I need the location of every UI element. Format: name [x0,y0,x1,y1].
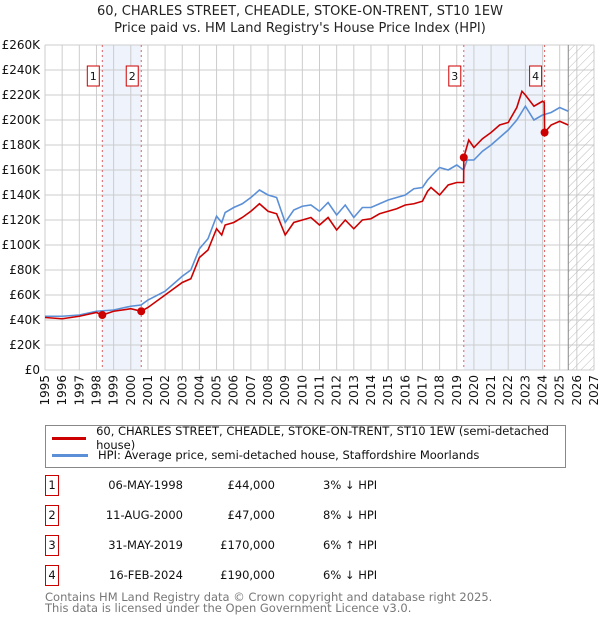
sale-number-badge: 4 [45,565,59,586]
x-tick-label: 2000 [124,375,138,406]
legend: 60, CHARLES STREET, CHEADLE, STOKE-ON-TR… [45,424,566,468]
x-tick-label: 2006 [227,375,241,406]
x-tick-label: 2019 [450,375,464,406]
legend-label-hpi: HPI: Average price, semi-detached house,… [98,448,480,462]
sale-point-2 [137,307,146,316]
y-tick-label: £160K [2,163,42,177]
x-tick-label: 2020 [467,375,481,406]
x-tick-label: 2014 [364,375,378,406]
y-tick-label: £140K [2,188,42,202]
sale-price: £190,000 [220,568,275,582]
x-tick-label: 2005 [210,375,224,406]
sale-price: £47,000 [227,508,275,522]
y-tick-label: £100K [2,238,42,252]
sale-label-box [529,65,543,87]
sale-hpi-diff: 8% ↓ HPI [323,508,378,522]
legend-swatch-property [52,436,87,440]
chart-title: 60, CHARLES STREET, CHEADLE, STOKE-ON-TR… [97,4,503,19]
x-tick-label: 2027 [587,375,600,406]
x-tick-label: 1999 [107,375,121,406]
x-tick-label: 1998 [89,375,103,406]
x-tick-label: 2011 [313,375,327,406]
x-tick-label: 2024 [536,375,550,406]
x-tick-label: 2013 [347,375,361,406]
sale-label-box [86,65,100,87]
x-tick-label: 2018 [433,375,447,406]
sale-label-4: 4 [529,65,543,87]
sale-price: £170,000 [220,538,275,552]
y-tick-label: £40K [9,313,41,327]
sale-label-number: 2 [129,70,136,83]
y-tick-label: £240K [2,63,42,77]
x-tick-label: 1995 [38,375,52,406]
x-tick-label: 2025 [553,375,567,406]
sale-label-3: 3 [448,65,462,87]
x-tick-label: 2012 [330,375,344,406]
footer-copyright: Contains HM Land Registry data © Crown c… [45,590,493,604]
sale-label-number: 3 [451,70,458,83]
x-tick-label: 2022 [501,375,515,406]
x-tick-label: 2017 [415,375,429,406]
sale-date: 06-MAY-1998 [108,478,183,492]
sale-number-badge: 1 [45,475,59,496]
shaded-period-1-2 [102,45,142,370]
sale-label-box [125,65,139,87]
y-tick-label: £260K [2,38,42,52]
sale-date: 31-MAY-2019 [108,538,183,552]
y-tick-label: £220K [2,88,42,102]
x-tick-label: 1997 [72,375,86,406]
shaded-period-3-4 [463,45,545,370]
legend-label-property: 60, CHARLES STREET, CHEADLE, STOKE-ON-TR… [96,424,549,452]
sale-label-1: 1 [86,65,100,87]
legend-swatch-hpi [52,453,88,457]
x-tick-label: 2023 [518,375,532,406]
sale-number-badge: 3 [45,535,59,556]
sale-hpi-diff: 3% ↓ HPI [323,478,378,492]
x-tick-label: 2007 [244,375,258,406]
sale-point-1 [98,311,107,319]
sale-point-3 [459,153,468,162]
x-tick-label: 1996 [55,375,69,406]
sale-number-badge: 2 [45,505,59,526]
x-tick-label: 2009 [278,375,292,406]
x-tick-label: 2008 [261,375,275,406]
hpi-line [45,104,569,318]
sale-hpi-diff: 6% ↓ HPI [323,568,378,582]
footer-licence: This data is licensed under the Open Gov… [45,601,412,615]
x-tick-label: 2026 [570,375,584,406]
x-tick-label: 2004 [192,375,206,406]
x-tick-label: 2021 [484,375,498,406]
sale-point-4 [540,128,549,137]
y-tick-label: £20K [9,338,41,352]
y-tick-label: £200K [2,113,42,127]
sale-date: 11-AUG-2000 [105,508,183,522]
x-tick-label: 2002 [158,375,172,406]
sale-label-number: 1 [90,70,97,83]
plot-area: £0 £20K £40K £60K £80K £100K £120K £140K £160K £1… [2,38,600,406]
sale-label-2: 2 [125,65,139,87]
x-tick-label: 2003 [175,375,189,406]
x-tick-label: 2010 [295,375,309,406]
y-tick-label: £80K [9,263,41,277]
sale-price: £44,000 [227,478,275,492]
y-tick-label: £60K [9,288,41,302]
x-tick-label: 2001 [141,375,155,406]
x-tick-label: 2016 [398,375,412,406]
y-tick-label: £0 [25,363,40,377]
chart-subtitle: Price paid vs. HM Land Registry's House … [114,21,486,36]
sale-label-box [448,65,462,87]
y-tick-label: £180K [2,138,42,152]
sale-hpi-diff: 6% ↑ HPI [323,538,378,552]
sale-date: 16-FEB-2024 [109,568,183,582]
y-tick-label: £120K [2,213,42,227]
price-paid-line [44,89,569,320]
x-tick-label: 2015 [381,375,395,406]
sale-label-number: 4 [532,70,539,83]
forecast-hatch [568,45,594,370]
